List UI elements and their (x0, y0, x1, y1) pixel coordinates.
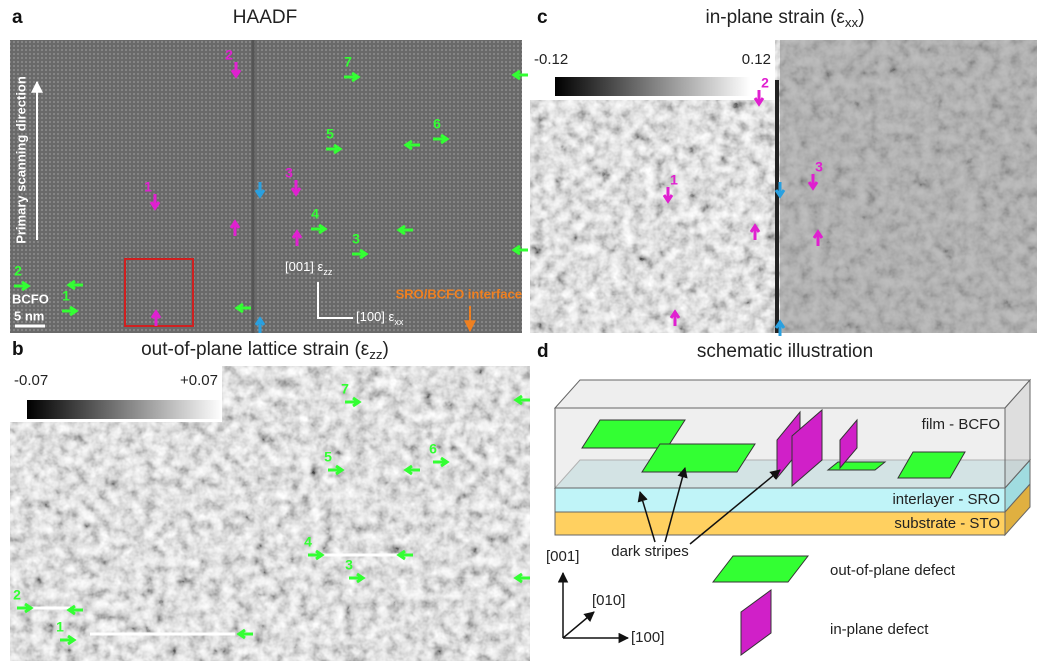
defect-label: 7 (341, 381, 349, 397)
panel-title-main: out-of-plane lattice strain (ε (141, 339, 370, 360)
legend-out-swatch (713, 556, 808, 582)
legend-label: out-of-plane defect (830, 562, 956, 579)
interface-label: SRO/BCFO interface (396, 286, 522, 301)
defect-label: 3 (345, 557, 353, 573)
panel-title: schematic illustration (697, 341, 873, 362)
axis-label: [100] (631, 629, 664, 646)
colorbar-max: 0.12 (742, 51, 771, 68)
defect-label: 1 (670, 172, 678, 188)
defect-label: 4 (311, 206, 319, 222)
film-label: film - BCFO (922, 416, 1000, 433)
axis-label: [001] (546, 548, 579, 565)
material-label: BCFO (12, 291, 49, 306)
defect-label: 2 (13, 587, 21, 603)
interlayer-label: interlayer - SRO (892, 491, 1000, 508)
defect-label: 7 (344, 54, 352, 70)
film-top (555, 380, 1030, 408)
defect-label: 1 (56, 619, 64, 635)
colorbar (555, 77, 750, 96)
figure: abcdHAADFout-of-plane lattice strain (εz… (0, 0, 1037, 661)
defect-out (828, 462, 885, 470)
strain-xx-smooth (780, 40, 1037, 333)
defect-label: 2 (761, 75, 769, 91)
panel-letter: b (12, 339, 24, 360)
substrate-label: substrate - STO (894, 515, 1000, 532)
panel-title-end: ) (858, 7, 864, 28)
scan-label: Primary scanning direction (13, 76, 28, 244)
defect-label: 5 (324, 449, 332, 465)
colorbar-min: -0.07 (14, 372, 48, 389)
axis-label-sub: xx (394, 317, 404, 327)
panel-title-sub: xx (845, 15, 859, 30)
annotation: dark stripes (611, 543, 689, 560)
defect-label: 4 (304, 534, 312, 550)
defect-label: 1 (144, 179, 152, 195)
defect-label: 2 (225, 47, 233, 63)
defect-label: 6 (433, 116, 441, 132)
defect-label: 1 (62, 288, 70, 304)
defect-label: 3 (815, 159, 823, 175)
axis-label-sub: zz (323, 267, 333, 277)
panel-title: HAADF (233, 7, 297, 28)
legend-in-swatch (741, 590, 771, 655)
panel-letter: a (12, 7, 23, 28)
panel-title: out-of-plane lattice strain (εzz) (141, 339, 389, 362)
defect-label: 3 (285, 165, 293, 181)
panel-title-end: ) (383, 339, 389, 360)
defect-out (642, 444, 755, 472)
defect-label: 5 (326, 126, 334, 142)
axis-label: [010] (592, 592, 625, 609)
defect-label: 2 (14, 263, 22, 279)
colorbar-max: +0.07 (180, 372, 218, 389)
colorbar-min: -0.12 (534, 51, 568, 68)
axis-label-main: [001] ε (285, 259, 324, 274)
panel-letter: c (537, 7, 548, 28)
axis-label-main: [100] ε (356, 309, 395, 324)
panel-title-main: in-plane strain (ε (705, 7, 845, 28)
legend-label: in-plane defect (830, 621, 929, 638)
panel-title-sub: zz (369, 347, 382, 362)
scale-label: 5 nm (14, 308, 44, 323)
panel-title: in-plane strain (εxx) (705, 7, 864, 30)
defect-label: 6 (429, 441, 437, 457)
axis-arrow (563, 612, 594, 638)
defect-label: 3 (352, 231, 360, 247)
panel-letter: d (537, 341, 549, 362)
colorbar (27, 400, 222, 419)
